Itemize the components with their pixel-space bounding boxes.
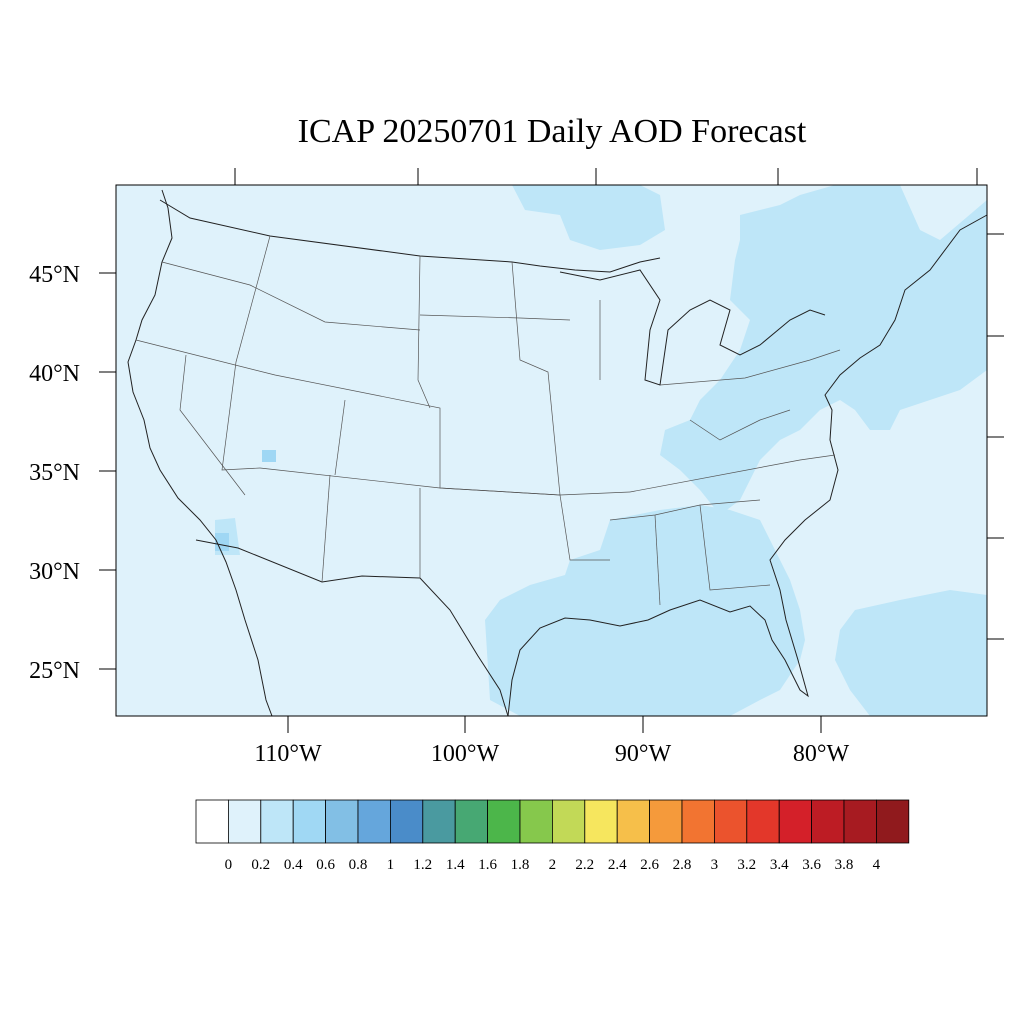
colorbar-label: 4 [873,857,881,873]
aod-region-gulf-florida [690,600,780,700]
lon-label: 100°W [431,741,500,767]
colorbar-swatch [389,799,424,844]
aod-elevated-regions [215,185,987,716]
state-line-mountain-3 [334,399,346,476]
colorbar-swatch [357,799,391,844]
colorbar-labels: 0 0.2 0.4 0.6 0.8 1 1.2 1.4 1.6 1.8 2 2.2 2.4 2.6 2.8 3… [225,857,881,873]
colorbar-swatch [876,799,910,844]
colorbar-label: 3.2 [737,857,756,873]
colorbar-label: 0.4 [284,857,303,873]
colorbar-swatch [227,799,262,844]
state-line-east-5 [699,504,771,591]
aod-region-great-lakes-north [512,185,665,250]
lat-label: 30°N [29,559,80,585]
colorbar-swatch [260,799,294,844]
state-line-central-3 [259,467,561,496]
colorbar-boxes [195,799,910,844]
colorbar-label: 0.2 [251,857,270,873]
colorbar-label: 0.6 [316,857,335,873]
colorbar-label: 1 [387,857,395,873]
colorbar-swatch [292,799,327,844]
colorbar: 0 0.2 0.4 0.6 0.8 1 1.2 1.4 1.6 1.8 2 2.2 2.4 2.6 2.8 3… [195,799,910,873]
great-lakes-outline [559,269,826,386]
colorbar-swatch [843,799,877,844]
colorbar-swatch [714,799,748,844]
colorbar-label: 2.2 [575,857,594,873]
lat-label: 45°N [29,262,80,288]
state-line-north-1 [419,314,571,321]
state-line-west-1 [135,339,631,496]
colorbar-label: 0.8 [349,857,368,873]
chart-title: ICAP 20250701 Daily AOD Forecast [298,113,807,150]
colorbar-swatch [746,799,780,844]
colorbar-swatch [519,799,553,844]
longitude-labels: 110°W 100°W 90°W 80°W [254,741,849,767]
us-canada-border [159,199,661,273]
colorbar-swatch [487,799,521,844]
colorbar-swatch [811,799,845,844]
colorbar-label: 1.8 [511,857,530,873]
colorbar-swatch [552,799,586,844]
map-panel: 45°N 40°N 35°N 30°N 25°N 110°W 100°W 90°… [29,168,1004,767]
latitude-labels: 45°N 40°N 35°N 30°N 25°N [29,262,80,684]
state-line-mountain-2 [179,354,246,496]
map-frame [115,184,988,717]
colorbar-label: 1.6 [478,857,497,873]
colorbar-label: 2.8 [673,857,692,873]
aod-region-bahamas [835,590,987,716]
colorbar-swatch [454,799,489,844]
colorbar-label: 3.8 [835,857,854,873]
colorbar-swatch [422,799,456,844]
colorbar-swatch [778,799,813,844]
state-line-west-2 [161,261,421,331]
state-line-central-1 [417,255,431,409]
pacific-coastline [127,189,273,717]
state-line-east-2 [659,349,841,386]
lon-label: 110°W [254,741,322,767]
lon-label: 90°W [615,741,672,767]
gulf-coastline [507,214,988,717]
colorbar-label: 2.6 [640,857,659,873]
state-line-mountain-1 [221,235,271,471]
colorbar-swatch [584,799,618,844]
state-line-central-2 [511,261,561,496]
aod-hotspot-nevada [262,450,276,462]
state-line-east-3 [609,499,761,521]
state-boundaries [135,235,841,606]
lon-label: 80°W [793,741,850,767]
lat-label: 40°N [29,361,80,387]
colorbar-swatch [681,799,715,844]
state-line-central-4 [321,474,331,583]
state-line-east-4 [654,514,661,606]
colorbar-label: 2 [549,857,557,873]
colorbar-label: 2.4 [608,857,627,873]
colorbar-label: 3.6 [802,857,821,873]
coastline-and-borders [127,189,988,717]
lat-label: 25°N [29,658,80,684]
colorbar-label: 3 [711,857,719,873]
state-line-east-1 [629,454,836,493]
aod-region-northeast [660,185,987,515]
colorbar-swatch [616,799,651,844]
lat-label: 35°N [29,460,80,486]
colorbar-label: 0 [225,857,233,873]
colorbar-swatch [325,799,359,844]
colorbar-label: 3.4 [770,857,789,873]
colorbar-label: 1.4 [446,857,465,873]
colorbar-swatch [195,799,229,844]
colorbar-swatch [649,799,683,844]
map-ticks [99,168,1004,733]
state-line-east-6 [689,409,791,441]
state-line-south-2 [559,494,610,561]
colorbar-label: 1.2 [413,857,432,873]
